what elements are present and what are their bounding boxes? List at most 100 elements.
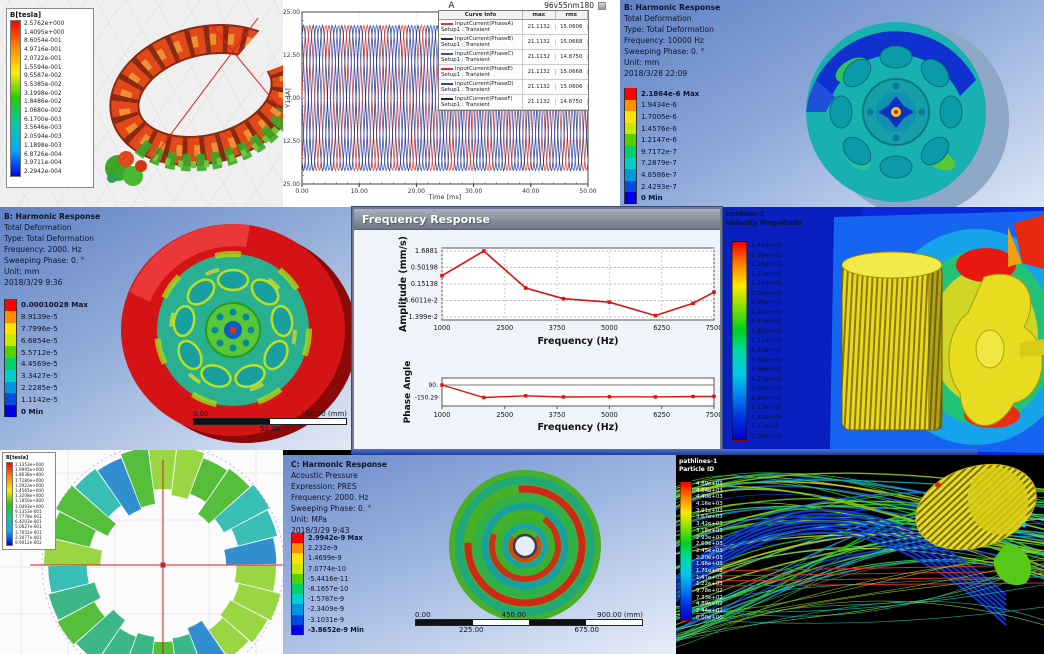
legend-value: 1.5594e-001 <box>24 64 62 71</box>
chart-text: -12.50 <box>283 138 300 145</box>
legend-value: 4.89e+02 <box>696 601 723 608</box>
curve-table-header: Curve Info max rms <box>439 11 588 20</box>
legend-value: InputCurrent(PhaseC) <box>441 51 520 57</box>
legend-value: 4.98e+00 <box>751 366 783 374</box>
legend-value: 7.33e+02 <box>696 594 723 601</box>
legend-value: 9.7172e-7 <box>641 147 677 156</box>
pathlines-plot <box>676 455 1044 654</box>
chart-text: 7500 <box>706 324 720 332</box>
legend-value: 1.14e+01 <box>751 280 783 288</box>
legend-row: -5.4416e-11 <box>291 573 364 584</box>
chart-text: Y1 [A] <box>284 88 292 109</box>
curve-setup: Setup1 : Transient <box>441 27 490 33</box>
curve-row: InputCurrent(PhaseD) Setup1 : Transient 21… <box>439 80 588 95</box>
legend-band <box>4 299 17 311</box>
legend-band <box>4 346 17 358</box>
window-content: 1.6881 0.50198 0.15138 4.6011e-2 1.399e-2 100… <box>354 229 720 451</box>
chart-text: 7500 <box>706 411 720 419</box>
legend-row: 1.4576e-6 <box>624 122 699 135</box>
curve-rms: 15.0668 <box>556 69 588 75</box>
legend-row: -3.8652e-9 Min <box>291 624 364 635</box>
legend-value: 1.4699e-9 <box>308 554 342 563</box>
curve-name-cell: InputCurrent(PhaseE) Setup1 : Transient <box>439 65 523 79</box>
rotor-field-plot <box>0 450 283 654</box>
legend-row: 1.9434e-6 <box>624 99 699 112</box>
contour-name: contour-2 <box>726 210 765 218</box>
result-info-line: Acoustic Pressure <box>291 471 358 480</box>
chart-text: 1.399e-2 <box>408 313 438 321</box>
chart-text: 90. <box>428 382 438 389</box>
curve-row: InputCurrent(PhaseE) Setup1 : Transient 21… <box>439 65 588 80</box>
deformation-legend: 0.00010028 Max 8.9139e-5 7.7996e-5 6.6854e-… <box>4 299 88 417</box>
result-info-line: Unit: mm <box>4 267 40 276</box>
window-title-bar[interactable]: Frequency Response <box>354 209 720 229</box>
result-info: C: Harmonic Response Acoustic Pressure Exp… <box>291 459 387 536</box>
chart-text: 1000 <box>434 324 451 332</box>
curve-swatch <box>441 68 453 70</box>
legend-value: 1.1850e+000 <box>15 498 44 504</box>
legend-band <box>624 111 637 123</box>
legend-band <box>4 334 17 347</box>
legend-value: InputCurrent(PhaseA) <box>441 21 520 27</box>
particle-id-legend: 4.89e+03 4.64e+03 4.40e+03 4.16e+03 3.91e+03… <box>680 481 723 621</box>
chart-text: 50.00 <box>579 188 596 195</box>
legend-row: 4.4569e-5 <box>4 357 88 370</box>
legend-row: 1.4699e-9 <box>291 553 364 564</box>
frequency-response-window: Frequency Response 1.6881 0.50198 0.15138 4… <box>352 207 722 453</box>
contour-legend-title: contour-2 Velocity Magnitude <box>726 210 802 228</box>
legend-value: 0 Min <box>21 406 44 416</box>
legend-value: 7.0774e-10 <box>308 564 346 573</box>
chart-text: -150.29 <box>415 394 438 401</box>
legend-value: 2.93e+03 <box>696 534 723 541</box>
legend-value: 1.9434e-6 <box>641 101 677 110</box>
curve-setup: Setup1 : Transient <box>441 42 490 48</box>
legend-row: 0 Min <box>624 192 699 204</box>
legend-value: 1.7005e-6 <box>641 112 677 121</box>
legend-value: 2.2942e-004 <box>24 168 62 175</box>
chart-text: 20.00 <box>408 188 425 195</box>
legend-band <box>624 169 637 181</box>
legend-band <box>291 624 304 635</box>
legend-value: 1.47e+03 <box>696 574 723 581</box>
pathlines-legend-title: pathlines-1 Particle ID <box>679 458 717 474</box>
legend-row: 9.7172e-7 <box>624 145 699 158</box>
scale-mid: 50.00 <box>259 425 281 433</box>
chart-text: 0.00 <box>295 188 309 195</box>
curve-name: InputCurrent(PhaseB) <box>455 36 514 42</box>
legend-value: 1.1142e-5 <box>21 394 58 404</box>
curve-max: 21.1132 <box>523 69 556 75</box>
cfd-contour-plot <box>722 207 1044 455</box>
legend-values: 4.89e+03 4.64e+03 4.40e+03 4.16e+03 3.91e+03… <box>692 481 723 621</box>
legend-value: 9.5587e-002 <box>24 73 62 80</box>
legend-value: 3.42e+03 <box>696 521 723 528</box>
curve-row: InputCurrent(PhaseA) Setup1 : Transient 21… <box>439 20 588 35</box>
wheel-deformation-10000 <box>806 22 1009 207</box>
legend-values: 2.5762e+000 1.4095e+000 8.6054e-001 4.9716e… <box>21 20 64 177</box>
curve-info-table: Curve Info max rms InputCurrent(PhaseA) S… <box>438 10 589 111</box>
legend-value: 4.16e+03 <box>696 501 723 508</box>
chart-text: 5000 <box>601 324 618 332</box>
curve-rms: 15.0668 <box>556 39 588 45</box>
legend-value: 4.64e+03 <box>696 487 723 494</box>
legend-value: 1.8486e-002 <box>24 99 62 106</box>
legend-value: 6.1700e-003 <box>24 116 62 123</box>
legend-value: 4.27e+00 <box>751 375 783 383</box>
legend-colorbar <box>732 241 747 441</box>
pressure-legend: 2.9942e-9 Max 2.232e-9 1.4699e-9 7.0774e-10… <box>291 533 364 635</box>
wheel-deformation-2000 <box>121 223 357 443</box>
legend-band <box>624 99 637 112</box>
chart-text: 0.50198 <box>411 264 438 272</box>
legend-row: 7.2879e-7 <box>624 157 699 170</box>
legend-row: 0.00010028 Max <box>4 299 88 311</box>
window-icon <box>598 1 606 10</box>
legend-value: 5.5385e-002 <box>24 81 62 88</box>
legend-row: 2.1864e-6 Max <box>624 88 699 100</box>
legend-title: B[tesla] <box>10 11 42 19</box>
chart-text: 6250 <box>653 411 670 419</box>
legend-value: 1.4095e+000 <box>24 29 65 36</box>
legend-band <box>291 583 304 595</box>
legend-value: 4.89e+03 <box>696 481 723 487</box>
legend-band <box>291 553 304 564</box>
result-info-line: Sweeping Phase: 0. ° <box>624 47 705 56</box>
legend-band <box>291 533 304 544</box>
